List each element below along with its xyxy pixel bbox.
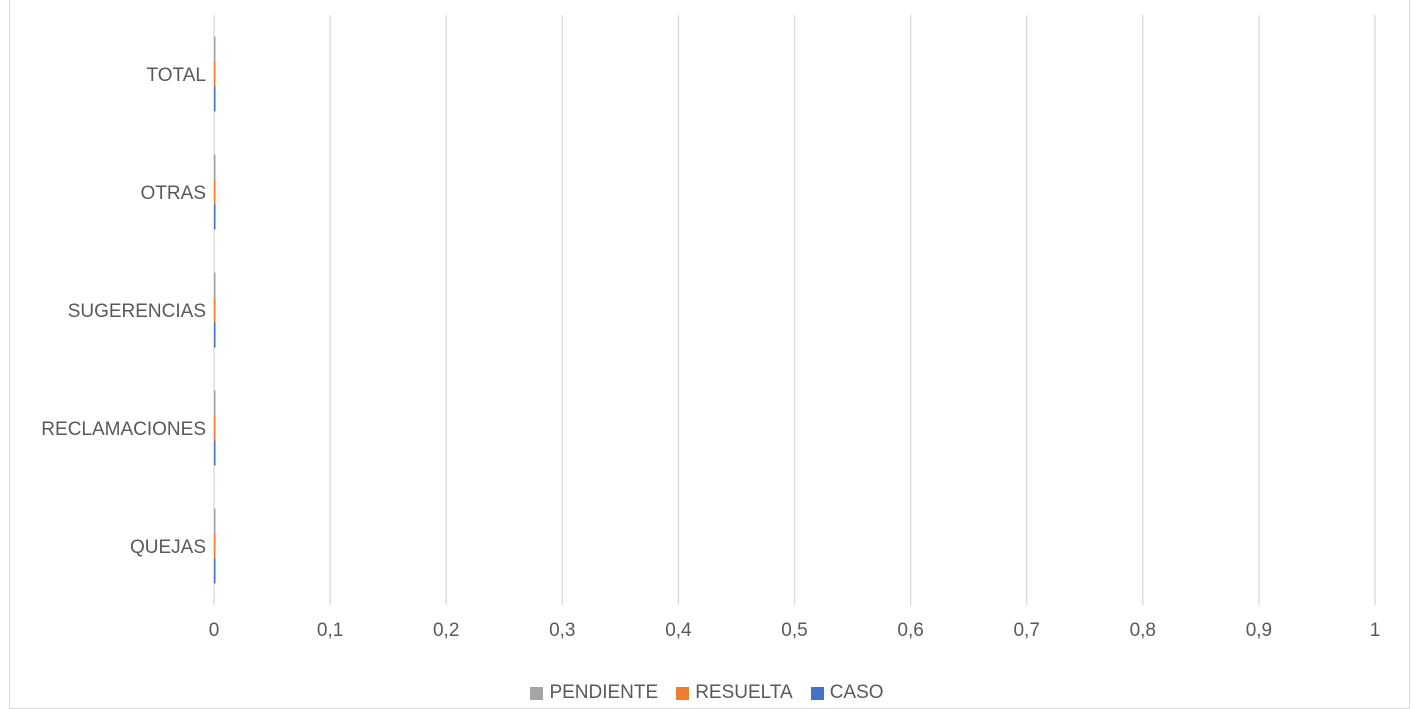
x-tick-label: 0 (209, 620, 220, 641)
x-tick-label: 0,1 (317, 620, 343, 641)
category-label: QUEJAS (130, 537, 206, 558)
bar-resuelta-sugerencias (214, 297, 216, 323)
bar-pendiente-reclamaciones (214, 390, 216, 416)
legend-label: PENDIENTE (549, 682, 659, 703)
bar-pendiente-otras (214, 154, 216, 180)
gridlines (213, 15, 1376, 605)
bar-pendiente-quejas (214, 508, 216, 534)
bar-caso-total (214, 86, 216, 112)
category-label: TOTAL (147, 65, 206, 86)
bar-chart: 0 0,1 0,2 0,3 0,4 0,5 0,6 0,7 0,8 0,9 1 QUEJAS RECL… (41, 15, 1381, 641)
category-label: RECLAMACIONES (41, 419, 206, 440)
legend-item-pendiente: PENDIENTE (530, 682, 658, 704)
bars (214, 36, 216, 584)
legend-label: CASO (829, 682, 884, 703)
bar-caso-sugerencias (214, 322, 216, 348)
x-tick-label: 0,2 (433, 620, 459, 641)
x-axis-tick-labels: 0 0,1 0,2 0,3 0,4 0,5 0,6 0,7 0,8 0,9 1 (209, 620, 1381, 641)
x-tick-label: 0,3 (549, 620, 575, 641)
legend-item-resuelta: RESUELTA (676, 682, 793, 704)
legend: PENDIENTE RESUELTA CASO (0, 680, 1414, 706)
x-tick-label: 0,8 (1130, 620, 1156, 641)
bar-caso-quejas (214, 558, 216, 584)
x-tick-label: 0,6 (897, 620, 923, 641)
legend-item-caso: CASO (810, 682, 884, 704)
legend-swatch (676, 686, 690, 700)
bar-resuelta-otras (214, 179, 216, 205)
y-axis-category-labels: QUEJAS RECLAMACIONES SUGERENCIAS OTRAS TOTAL (41, 65, 206, 558)
bar-resuelta-total (214, 61, 216, 87)
bar-pendiente-sugerencias (214, 272, 216, 298)
legend-label: RESUELTA (695, 682, 793, 703)
legend-swatch (530, 686, 544, 700)
x-tick-label: 0,5 (781, 620, 807, 641)
bar-resuelta-reclamaciones (214, 415, 216, 441)
x-tick-label: 0,4 (665, 620, 692, 641)
bar-resuelta-quejas (214, 533, 216, 559)
x-tick-label: 0,7 (1013, 620, 1039, 641)
bar-caso-reclamaciones (214, 440, 216, 466)
x-tick-label: 1 (1370, 620, 1381, 641)
bar-pendiente-total (214, 36, 216, 62)
category-label: SUGERENCIAS (68, 301, 206, 322)
legend-swatch (810, 686, 824, 700)
x-tick-label: 0,9 (1246, 620, 1272, 641)
bar-caso-otras (214, 204, 216, 230)
category-label: OTRAS (141, 183, 206, 204)
